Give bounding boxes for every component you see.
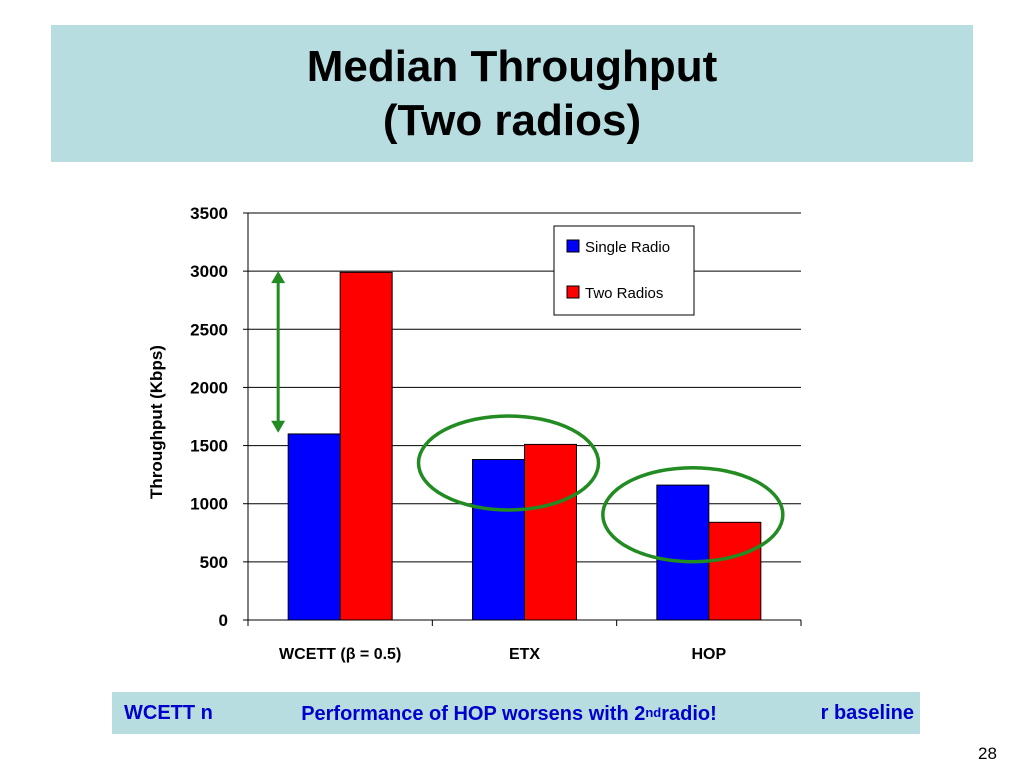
bar-two-radios	[524, 443, 577, 621]
legend-swatch	[566, 239, 580, 253]
highlight-ellipse	[601, 465, 785, 564]
bar-single-radio	[656, 484, 710, 621]
y-tick-label: 0	[219, 611, 228, 630]
legend-label: Single Radio	[585, 239, 670, 256]
legend-label: Two Radios	[585, 285, 663, 302]
y-tick-label: 1000	[190, 495, 228, 514]
slide-title-line-1: Median Throughput	[306, 41, 718, 91]
y-tick-label: 500	[200, 553, 228, 572]
bar-two-radios	[339, 271, 393, 621]
caption-underlying-text: WCETT n r baseline	[124, 702, 914, 725]
caption-front-text-end: radio!	[661, 702, 717, 725]
highlight-ellipse	[416, 414, 601, 512]
y-tick-label: 3500	[190, 204, 228, 223]
y-tick-label: 1500	[190, 437, 228, 456]
arrow-head-up	[271, 271, 286, 284]
y-tick-label: 2000	[190, 378, 228, 397]
page-number: 28	[978, 744, 997, 763]
caption-back-right: r baseline	[820, 702, 914, 724]
chart-legend: Single Radio Two Radios	[553, 225, 695, 316]
bar-chart: 0 500 1000 1500 2000 2500 3000 3500 WCETT (β = …	[147, 204, 802, 663]
x-tick-label: ETX	[509, 646, 540, 663]
x-tick-label: HOP	[691, 646, 726, 663]
slide-title-line-2: (Two radios)	[382, 95, 642, 145]
bar-two-radios	[708, 521, 762, 621]
bar-single-radio	[287, 433, 341, 621]
caption-back-left: WCETT n	[124, 702, 213, 724]
title-band: Median Throughput (Two radios)	[51, 25, 973, 162]
x-tick-label: WCETT (β = 0.5)	[279, 646, 401, 663]
caption-front-text: Performance of HOP worsens with 2	[301, 702, 646, 725]
arrow-head-down	[271, 420, 286, 433]
y-tick-label: 3000	[190, 262, 228, 281]
caption-front-superscript: nd	[645, 704, 662, 720]
y-axis-label: Throughput (Kbps)	[147, 345, 166, 499]
y-tick-label: 2500	[190, 320, 228, 339]
legend-swatch	[566, 285, 580, 299]
bar-single-radio	[472, 459, 525, 621]
